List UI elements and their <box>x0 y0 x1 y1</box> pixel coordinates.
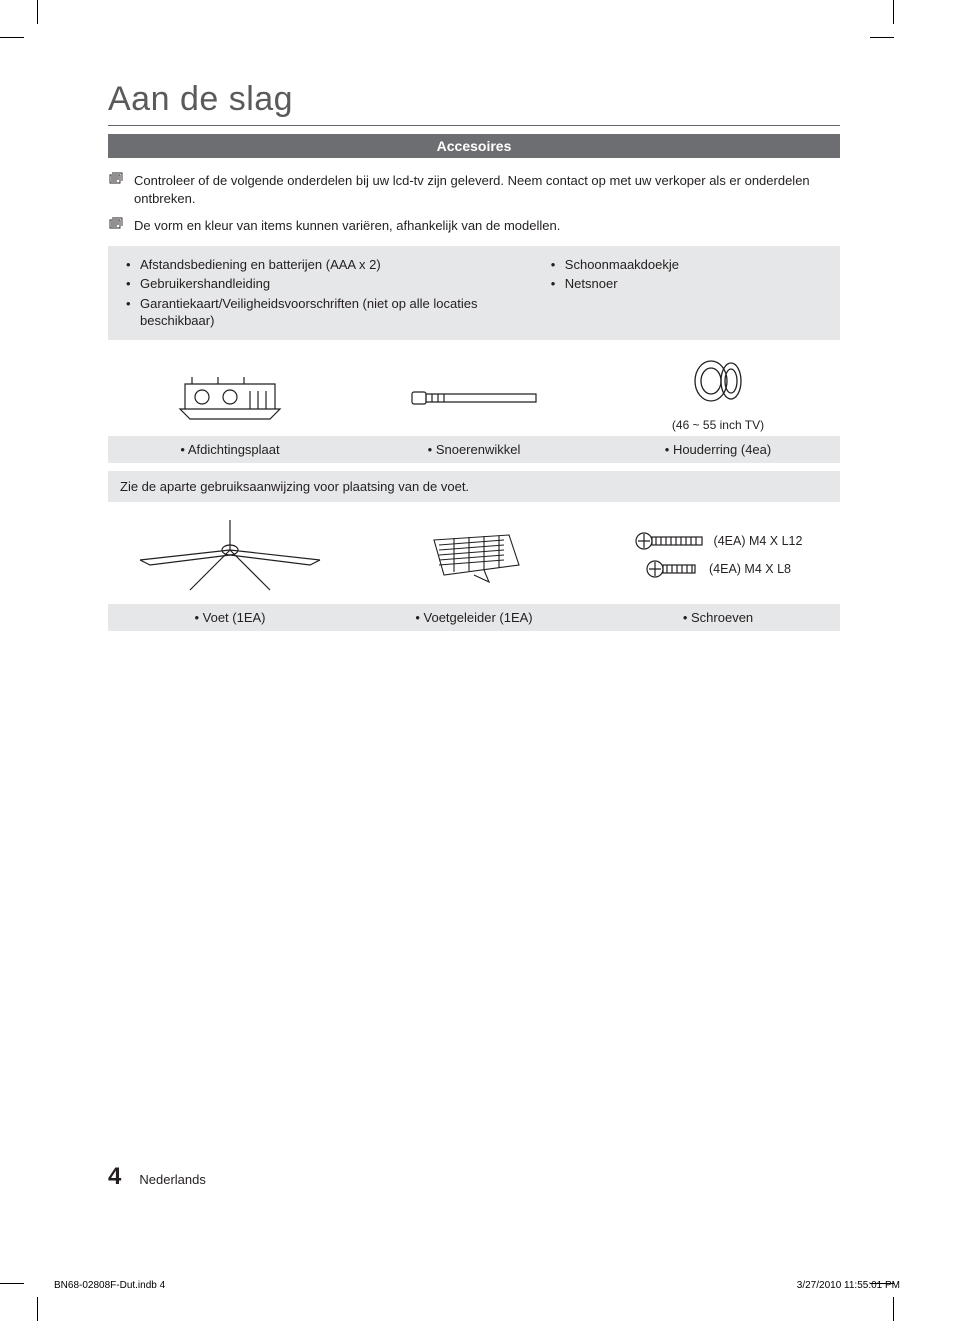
crop-mark <box>0 1283 24 1284</box>
footer-timestamp: 3/27/2010 11:55:01 PM <box>797 1280 900 1291</box>
note-icon <box>108 217 126 236</box>
label: Snoerenwikkel <box>352 442 596 457</box>
accessory-row-1-labels: Afdichtingsplaat Snoerenwikkel Houderrin… <box>108 436 840 463</box>
label: Voetgeleider (1EA) <box>352 610 596 625</box>
crop-mark <box>37 0 38 24</box>
cable-tie-icon <box>404 362 544 432</box>
stand-icon <box>130 510 330 600</box>
note-1-text: Controleer of de volgende onderdelen bij… <box>134 172 840 207</box>
blanking-bracket-icon <box>170 362 290 432</box>
accessory-row-2: (4EA) M4 X L12 (4EA) M4 X L8 <box>108 510 840 600</box>
footer-filename: BN68-02808F-Dut.indb 4 <box>54 1280 165 1291</box>
screw-2-text: (4EA) M4 X L8 <box>709 562 791 576</box>
included-item: Gebruikershandleiding <box>126 275 545 293</box>
label: Afdichtingsplaat <box>108 442 352 457</box>
page-title: Aan de slag <box>108 80 840 119</box>
crop-mark <box>0 37 24 38</box>
label: Voet (1EA) <box>108 610 352 625</box>
guide-stand-icon <box>414 510 534 600</box>
note-icon <box>108 172 126 207</box>
note-2: De vorm en kleur van items kunnen variër… <box>108 217 840 236</box>
page-number: 4 <box>108 1163 121 1191</box>
divider <box>108 125 840 126</box>
stand-note: Zie de aparte gebruiksaanwijzing voor pl… <box>108 471 840 502</box>
included-item: Garantiekaart/Veiligheidsvoorschriften (… <box>126 295 545 330</box>
page: Aan de slag Accesoires Controleer of de … <box>0 0 954 1321</box>
holder-ring-subtext: (46 ~ 55 inch TV) <box>672 418 764 432</box>
note-1: Controleer of de volgende onderdelen bij… <box>108 172 840 207</box>
holder-ring-icon <box>683 346 753 416</box>
crop-mark <box>870 37 894 38</box>
included-item: Netsnoer <box>551 275 828 293</box>
label: Schroeven <box>596 610 840 625</box>
note-2-text: De vorm en kleur van items kunnen variër… <box>134 217 560 236</box>
label: Houderring (4ea) <box>596 442 840 457</box>
crop-mark <box>893 1297 894 1321</box>
included-item: Schoonmaakdoekje <box>551 256 828 274</box>
section-bar: Accesoires <box>108 134 840 158</box>
page-number-block: 4 Nederlands <box>108 1163 206 1191</box>
language-label: Nederlands <box>139 1172 206 1187</box>
included-items-box: Afstandsbediening en batterijen (AAA x 2… <box>108 246 840 340</box>
accessory-row-1: (46 ~ 55 inch TV) <box>108 346 840 432</box>
screws-icon: (4EA) M4 X L12 (4EA) M4 X L8 <box>634 510 803 600</box>
crop-mark <box>893 0 894 24</box>
content-area: Aan de slag Accesoires Controleer of de … <box>108 80 840 631</box>
accessory-row-2-labels: Voet (1EA) Voetgeleider (1EA) Schroeven <box>108 604 840 631</box>
included-item: Afstandsbediening en batterijen (AAA x 2… <box>126 256 545 274</box>
screw-1-text: (4EA) M4 X L12 <box>714 534 803 548</box>
crop-mark <box>37 1297 38 1321</box>
